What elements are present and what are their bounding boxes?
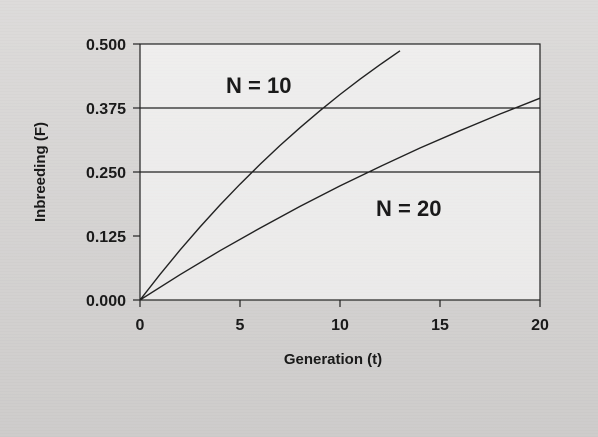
series-line-0 [140,50,401,300]
x-tick-label-2: 10 [331,317,349,334]
x-tick-label-0: 0 [136,317,145,334]
series-lines [140,50,540,300]
y-tick-label-4: 0.500 [86,37,126,54]
x-tick-label-4: 20 [531,317,549,334]
series-label-n20: N = 20 [376,196,441,221]
axis-ticks [133,43,541,307]
y-axis-title: Inbreeding (F) [32,122,49,222]
x-tick-labels: 0 5 10 15 20 [136,317,549,334]
y-tick-label-1: 0.125 [86,229,126,246]
y-tick-labels: 0.000 0.125 0.250 0.375 0.500 [86,37,126,310]
series-label-n10: N = 10 [226,73,291,98]
y-tick-label-2: 0.250 [86,165,126,182]
y-tick-label-3: 0.375 [86,101,126,118]
x-tick-label-3: 15 [431,317,449,334]
x-tick-label-1: 5 [236,317,245,334]
y-tick-label-0: 0.000 [86,293,126,310]
reference-lines [140,107,540,173]
x-axis-title: Generation (t) [284,351,382,368]
series-line-1 [140,97,540,300]
